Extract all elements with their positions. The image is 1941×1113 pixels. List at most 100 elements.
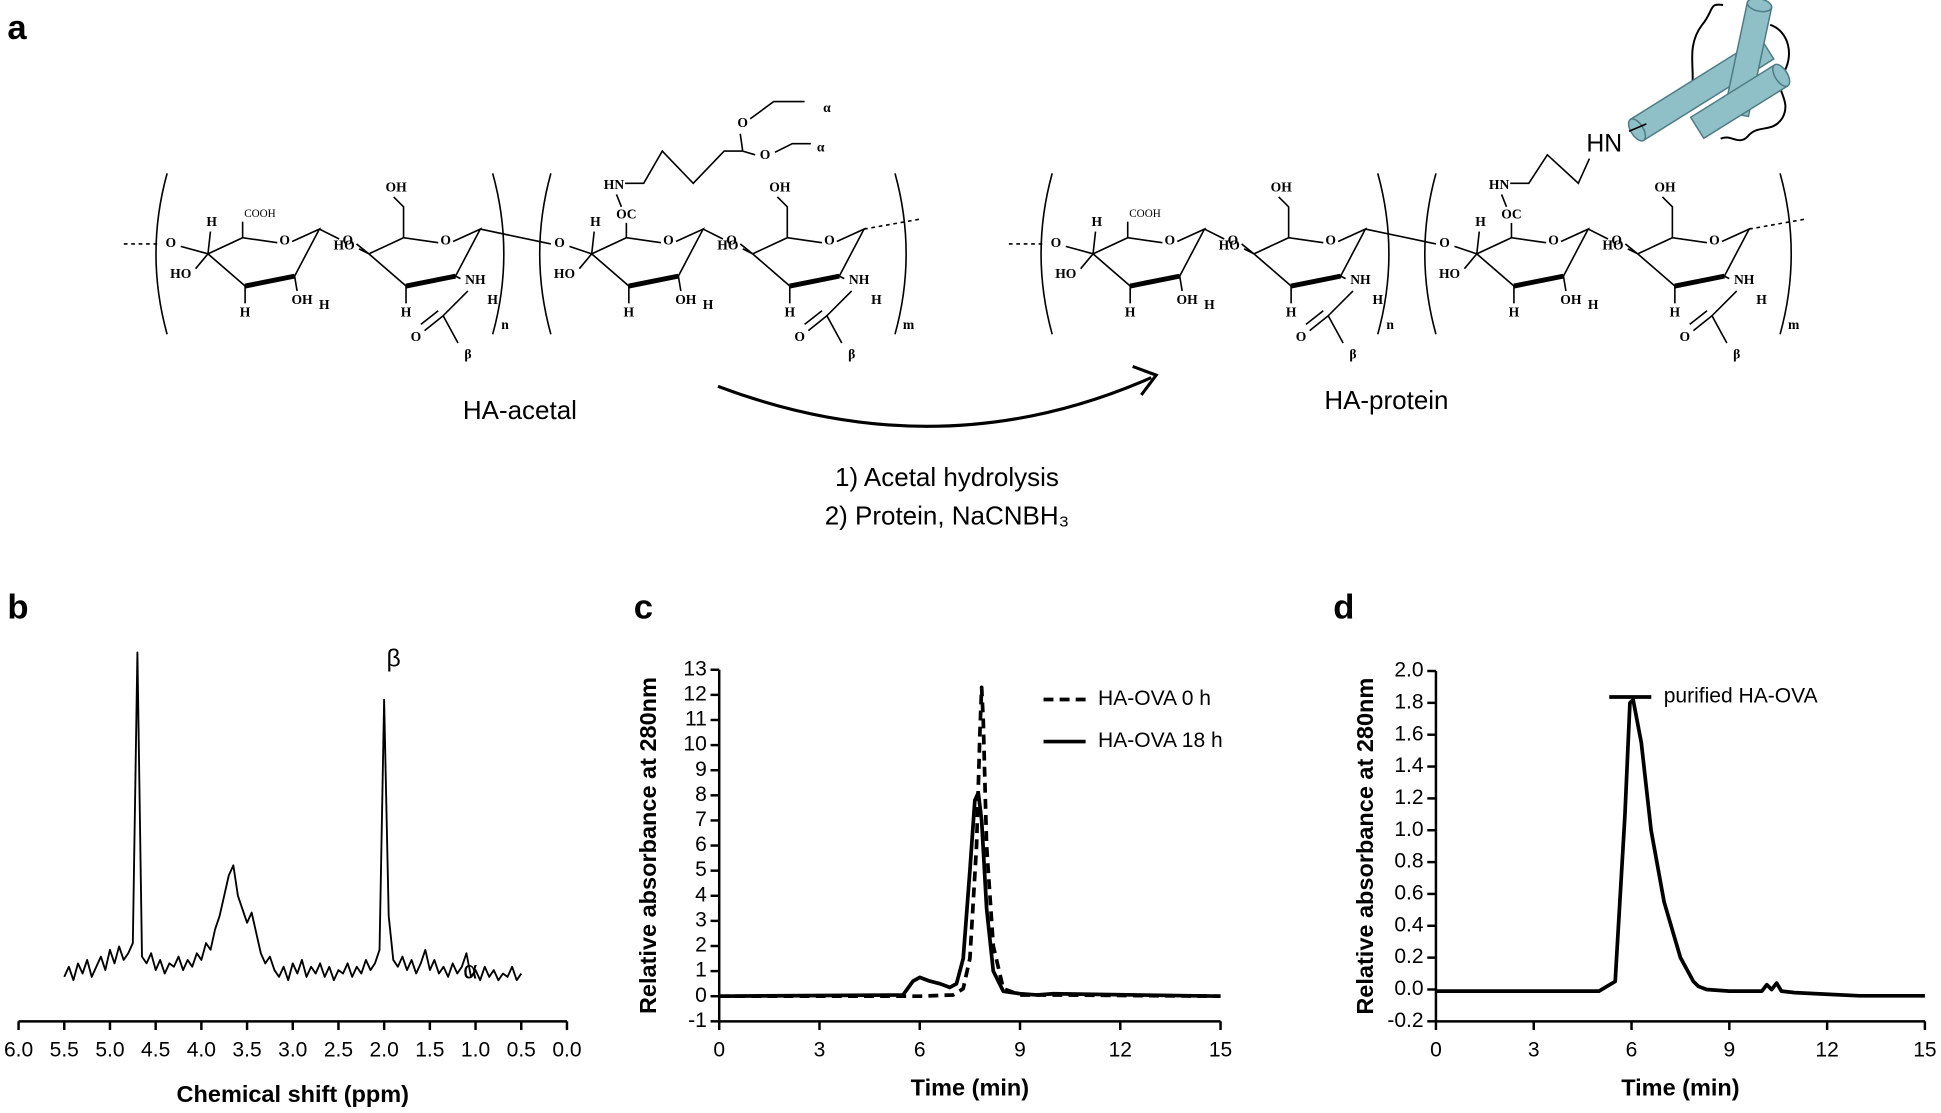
arrow-head [1132, 365, 1159, 396]
x-tick-label: 6 [914, 1039, 926, 1062]
bond [1724, 275, 1730, 280]
atom-label: OH [291, 292, 313, 307]
x-tick-label: 12 [1815, 1039, 1838, 1062]
bond [455, 275, 461, 280]
y-tick-label: 0.4 [1394, 913, 1424, 936]
bond [1092, 227, 1207, 287]
atom-label: H [871, 292, 882, 307]
bond [1510, 153, 1591, 185]
y-tick-label: 0.2 [1394, 945, 1423, 968]
y-tick-label: 7 [695, 808, 707, 831]
atom-label: O [1325, 233, 1336, 248]
bond [615, 194, 623, 208]
bond [742, 248, 753, 255]
x-tick-label: 4.0 [187, 1039, 216, 1062]
bracket [1779, 173, 1792, 335]
bond [1661, 196, 1674, 238]
x-axis-label: Time (min) [1621, 1075, 1739, 1101]
bond [1365, 228, 1478, 255]
atom-label: OH [386, 179, 408, 194]
x-tick-label: 6.0 [4, 1039, 33, 1062]
bond [358, 248, 370, 255]
x-tick-label: 15 [1209, 1039, 1232, 1062]
bond [194, 253, 209, 270]
atom-label: NH [1350, 272, 1371, 287]
atom-label: H [1372, 292, 1383, 307]
atom-label: HO [1439, 266, 1460, 281]
bond [752, 227, 866, 287]
x-tick-label: 5.0 [95, 1039, 124, 1062]
x-tick-label: 2.5 [324, 1039, 353, 1062]
y-tick-label: 1 [695, 959, 707, 982]
panel-label: d [1333, 588, 1354, 626]
atom-label: COOH [244, 208, 276, 220]
y-tick-label: 9 [695, 758, 707, 781]
atom-label: H [1509, 304, 1520, 319]
bond [1500, 194, 1508, 208]
x-tick-label: 0 [713, 1039, 725, 1062]
atom-label: HO [334, 238, 355, 253]
data-line [719, 790, 1221, 999]
atom-label: m [1788, 317, 1800, 332]
chain-end [863, 218, 920, 230]
atom-label: H [624, 304, 635, 319]
bond [1627, 248, 1639, 255]
bond [1674, 273, 1725, 289]
protein-loop [1720, 23, 1790, 142]
bracket [1424, 173, 1437, 335]
bond [590, 231, 595, 254]
x-axis-label: Time (min) [911, 1075, 1029, 1101]
atom-label: OH [769, 179, 791, 194]
bracket [155, 173, 168, 335]
y-tick-label: 1.0 [1394, 818, 1423, 841]
bond [207, 227, 322, 287]
x-tick-label: 1.5 [415, 1039, 444, 1062]
peak-annotation: β [387, 645, 401, 672]
bond [804, 290, 853, 344]
atom-label: HO [170, 266, 191, 281]
bond [1253, 227, 1368, 287]
bond [1562, 275, 1567, 292]
atom-label: O [1679, 329, 1690, 344]
y-tick-label: 0.0 [1394, 977, 1423, 1000]
atom-label: O [824, 233, 835, 248]
atom-label: β [848, 346, 855, 361]
atom-label: HN [1489, 177, 1510, 192]
atom-label: O [279, 233, 290, 248]
legend-label: HA-OVA 18 h [1098, 729, 1223, 752]
atom-label: NH [849, 272, 870, 287]
atom-label: H [1670, 304, 1681, 319]
x-tick-label: 3 [814, 1039, 826, 1062]
bond [368, 227, 483, 287]
bond [776, 196, 789, 238]
y-tick-label: 1.6 [1394, 722, 1423, 745]
y-axis-label: Relative absorbance at 280nm [1352, 678, 1378, 1015]
bond [1129, 273, 1181, 289]
atom-label: α [817, 140, 825, 155]
atom-label: OH [1560, 292, 1582, 307]
atom-label: HN [604, 177, 625, 192]
atom-label: H [1286, 304, 1297, 319]
atom-label: O [1611, 233, 1622, 248]
bond [1476, 227, 1591, 287]
compound-name: HA-acetal [463, 395, 577, 425]
atom-label: O [1228, 233, 1239, 248]
atom-label: O [440, 233, 451, 248]
bond [1689, 290, 1738, 344]
y-tick-label: -0.2 [1387, 1009, 1423, 1032]
atom-label: O [794, 329, 805, 344]
atom-label: O [1709, 233, 1720, 248]
bond [393, 196, 405, 238]
atom-label: OH [675, 292, 697, 307]
y-tick-label: 3 [695, 908, 707, 931]
legend-label: HA-OVA 0 h [1098, 687, 1211, 710]
y-tick-label: 2.0 [1394, 659, 1423, 682]
reaction-step: 2) Protein, NaCNBH₃ [825, 500, 1070, 530]
reaction-step: 1) Acetal hydrolysis [835, 462, 1059, 492]
x-axis-label: Chemical shift (ppm) [177, 1081, 409, 1107]
x-tick-label: 0.0 [552, 1039, 581, 1062]
bond [1628, 123, 1647, 133]
legend-label: purified HA-OVA [1664, 685, 1818, 708]
atom-label: O [411, 329, 422, 344]
